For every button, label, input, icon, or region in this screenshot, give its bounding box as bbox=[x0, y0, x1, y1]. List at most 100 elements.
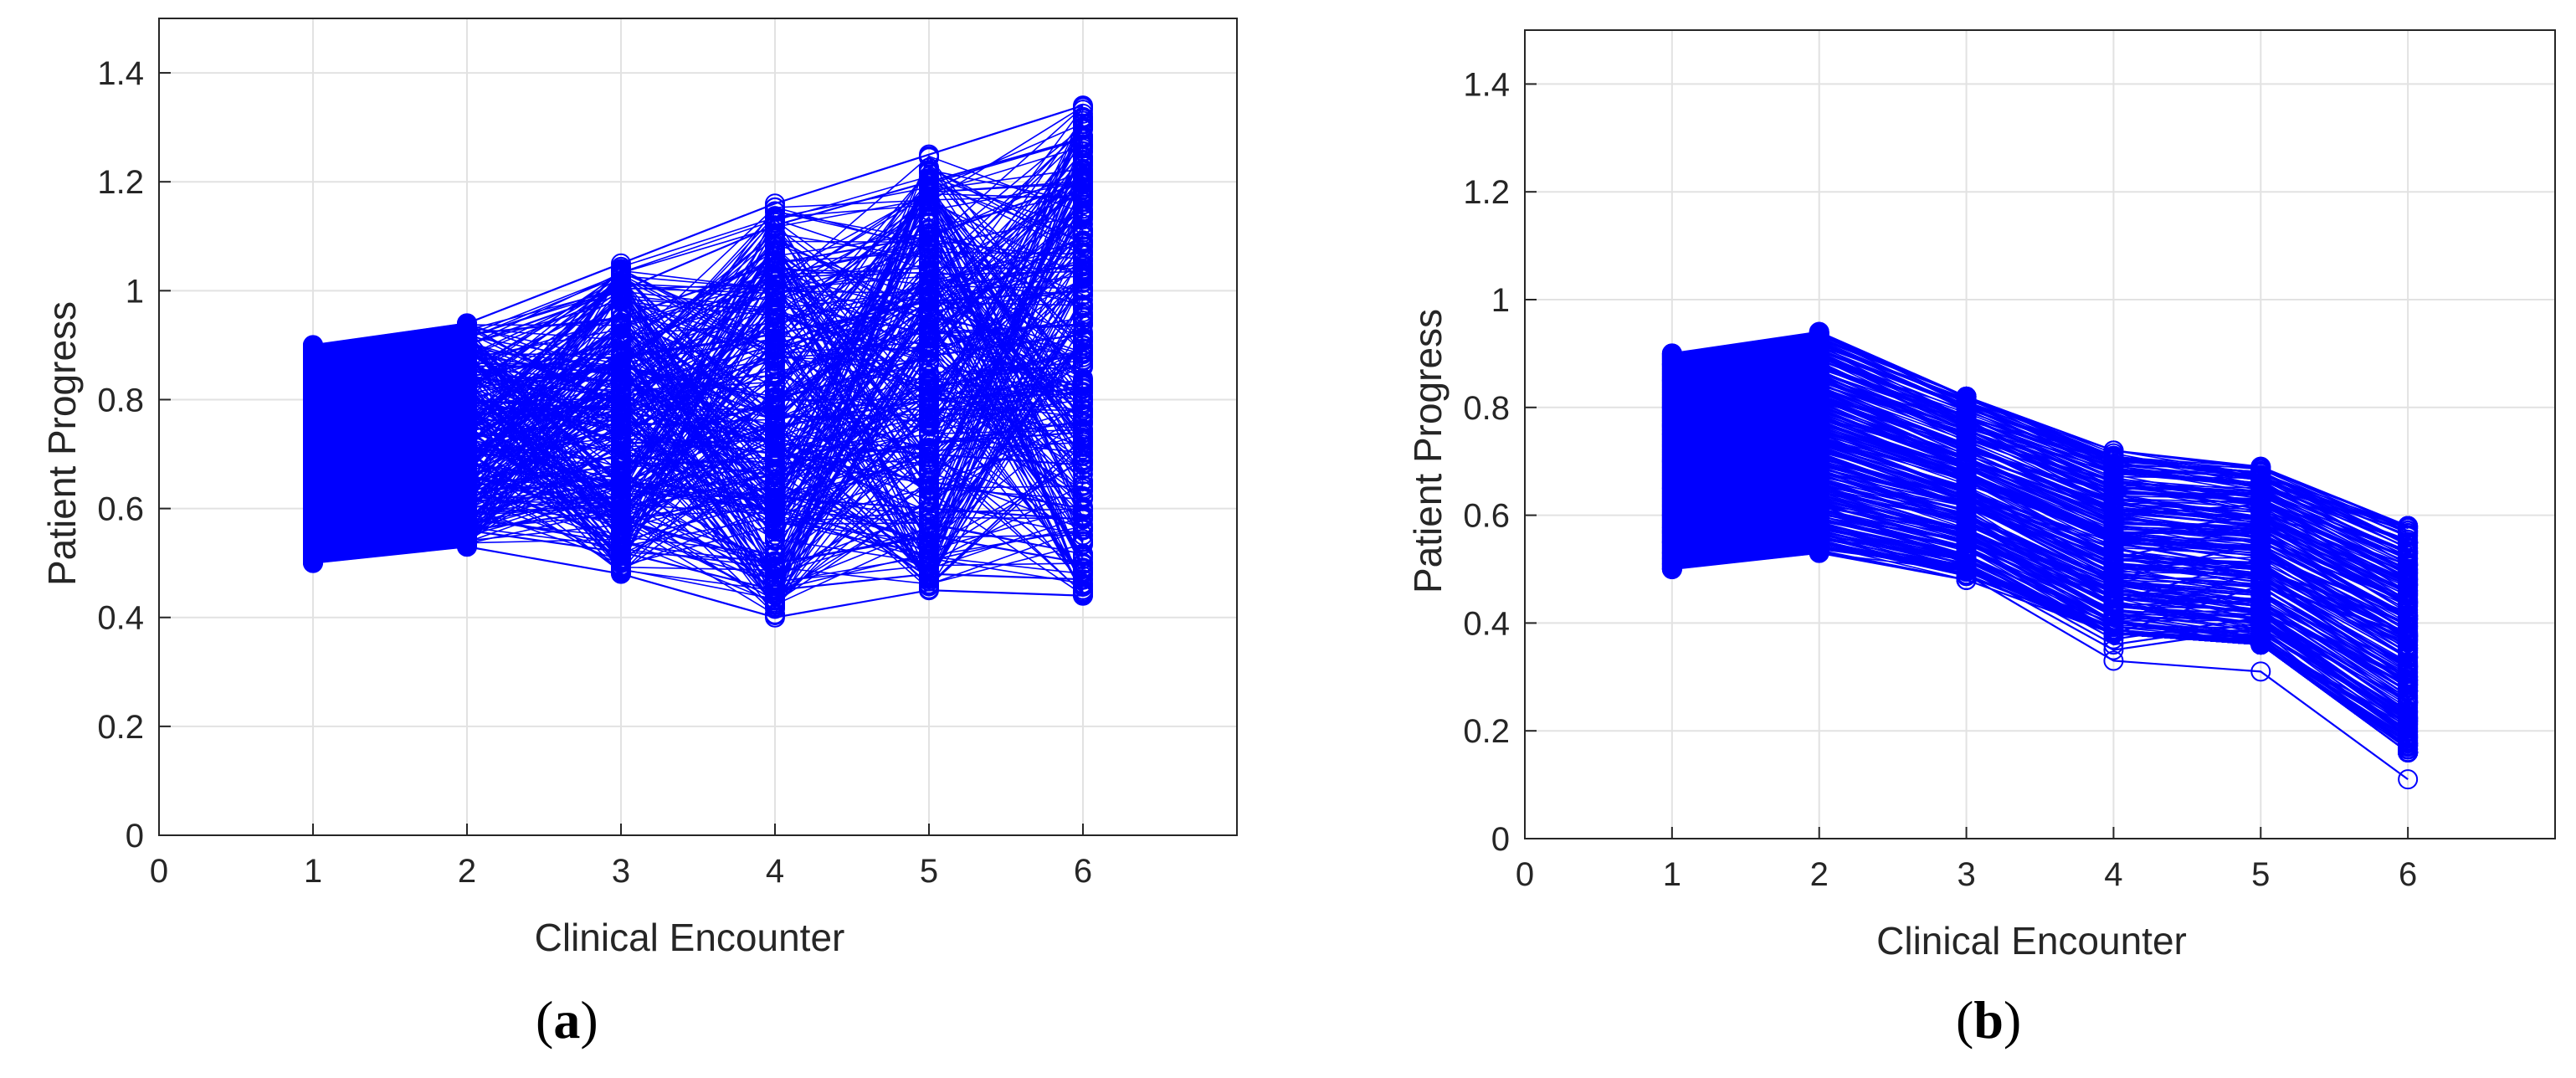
data-point bbox=[765, 274, 785, 295]
data-point bbox=[1073, 209, 1093, 230]
series-path bbox=[312, 248, 1084, 418]
series-path bbox=[312, 339, 1084, 493]
series-line bbox=[303, 280, 1093, 410]
series-path bbox=[312, 105, 1084, 346]
series-path bbox=[312, 236, 1084, 406]
data-point bbox=[765, 557, 785, 578]
y-tick-label: 0 bbox=[1491, 821, 1510, 858]
data-point bbox=[1073, 422, 1093, 443]
series-group bbox=[1661, 321, 2419, 790]
series-path bbox=[1671, 449, 2409, 670]
series-path bbox=[1671, 367, 2409, 574]
series-path bbox=[312, 171, 1084, 521]
data-point bbox=[765, 563, 785, 584]
x-tick-label: 6 bbox=[1074, 853, 1092, 890]
data-point bbox=[303, 454, 323, 475]
series-path bbox=[312, 431, 1084, 510]
series-path bbox=[312, 308, 1084, 485]
data-point bbox=[611, 253, 631, 274]
data-point bbox=[919, 362, 939, 383]
data-point bbox=[919, 471, 939, 492]
series-path bbox=[312, 431, 1084, 553]
data-point bbox=[1073, 233, 1093, 254]
series-path bbox=[312, 345, 1084, 588]
data-point bbox=[919, 172, 939, 192]
data-point bbox=[919, 280, 939, 301]
series-path bbox=[1671, 439, 2409, 649]
series-path bbox=[312, 290, 1084, 401]
series-path bbox=[312, 299, 1084, 580]
data-point bbox=[765, 408, 785, 429]
data-point bbox=[457, 411, 477, 432]
data-point bbox=[1073, 290, 1093, 311]
series-line bbox=[303, 172, 1093, 367]
x-tick-label: 1 bbox=[1663, 856, 1681, 893]
data-point bbox=[919, 403, 939, 424]
panel-label-a: a bbox=[553, 990, 581, 1050]
data-point bbox=[457, 520, 477, 541]
data-point bbox=[1073, 172, 1093, 192]
series-path bbox=[312, 238, 1084, 448]
data-point bbox=[1073, 226, 1093, 247]
series-path bbox=[312, 284, 1084, 593]
data-point bbox=[611, 315, 631, 336]
data-point bbox=[919, 195, 939, 216]
data-point bbox=[611, 563, 631, 584]
series-path bbox=[1671, 412, 2409, 619]
data-point bbox=[611, 542, 631, 562]
y-tick-label: 0.8 bbox=[1463, 390, 1510, 427]
series-path bbox=[1671, 442, 2409, 644]
y-tick-label: 1.4 bbox=[1463, 66, 1510, 103]
series-path bbox=[1671, 413, 2409, 619]
series-line bbox=[303, 389, 1093, 475]
data-point bbox=[765, 382, 785, 403]
x-tick-label: 0 bbox=[150, 853, 168, 890]
series-line bbox=[303, 422, 1093, 519]
series-path bbox=[1671, 389, 2409, 592]
data-point bbox=[919, 464, 939, 485]
series-path bbox=[312, 186, 1084, 581]
series-path bbox=[312, 183, 1084, 467]
data-point bbox=[919, 498, 939, 519]
data-point bbox=[765, 210, 785, 231]
x-tick-label: 1 bbox=[304, 853, 322, 890]
series-path bbox=[1671, 388, 2409, 601]
data-point bbox=[919, 335, 939, 356]
data-point bbox=[611, 302, 631, 323]
series-path bbox=[1671, 443, 2409, 646]
data-point bbox=[765, 215, 785, 236]
data-point bbox=[457, 389, 477, 410]
data-point bbox=[611, 352, 631, 372]
data-point bbox=[765, 459, 785, 480]
series-path bbox=[312, 205, 1084, 572]
y-tick-label: 1.2 bbox=[97, 164, 144, 201]
x-tick-label: 0 bbox=[1516, 856, 1534, 893]
data-point bbox=[765, 329, 785, 350]
data-point bbox=[303, 471, 323, 492]
data-point bbox=[457, 465, 477, 486]
data-point bbox=[1073, 406, 1093, 427]
data-point bbox=[1073, 509, 1093, 530]
series-path bbox=[1671, 463, 2409, 668]
series-path bbox=[1671, 481, 2409, 704]
data-point bbox=[2398, 639, 2419, 660]
data-point bbox=[1073, 108, 1093, 129]
series-path bbox=[312, 388, 1084, 499]
data-point bbox=[303, 444, 323, 465]
data-point bbox=[457, 324, 477, 345]
data-point bbox=[765, 444, 785, 465]
plot-area-frame bbox=[1524, 29, 2556, 839]
series-path bbox=[312, 357, 1084, 544]
data-point bbox=[1073, 314, 1093, 335]
data-point bbox=[765, 193, 785, 214]
panel-caption-a: (a) bbox=[536, 990, 598, 1050]
series-path bbox=[1671, 470, 2409, 697]
series-path bbox=[312, 262, 1084, 455]
data-point bbox=[1073, 128, 1093, 149]
x-tick-label: 3 bbox=[612, 853, 630, 890]
data-point bbox=[1073, 269, 1093, 290]
y-tick-label: 0.6 bbox=[97, 491, 144, 528]
series-path bbox=[312, 295, 1084, 557]
y-tick-label: 0.6 bbox=[1463, 498, 1510, 535]
